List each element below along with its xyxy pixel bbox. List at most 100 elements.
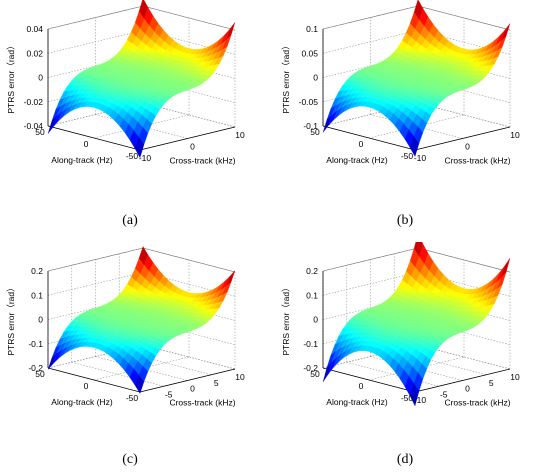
- z-grid-line: [322, 247, 419, 272]
- surface: [47, 246, 236, 394]
- z-tick-label: 0.02: [26, 48, 43, 58]
- z-tick-label: -0.04: [24, 121, 44, 131]
- z-tick-label: 0.1: [31, 290, 43, 300]
- x-axis-line: [139, 126, 236, 151]
- surface: [47, 0, 236, 159]
- x-tick-label: -10: [414, 395, 427, 405]
- z-tick-label: 0.1: [306, 24, 318, 34]
- z-grid-line: [47, 247, 144, 272]
- x-tick-label: -10: [139, 153, 152, 163]
- surface-patch: [322, 114, 333, 133]
- x-tick-label: 0: [465, 142, 470, 152]
- x-tick-label: 10: [235, 372, 245, 382]
- y-tick-label: -50: [126, 151, 139, 161]
- z-tick-label: -0.02: [24, 97, 44, 107]
- z-tick-label: 0.2: [31, 266, 43, 276]
- z-axis-label: PTRS error（rad）: [6, 283, 16, 355]
- chart-panel-b: -0.1 -0.05 0 0.05 0.1 -50 0 50 -10 0 10 PTRS error（…: [281, 0, 520, 166]
- y-tick-label: 50: [35, 369, 45, 379]
- y-tick-label: -50: [401, 393, 414, 403]
- z-tick-label: 0.1: [306, 290, 318, 300]
- caption-a: (a): [122, 213, 138, 228]
- x-tick-label: 10: [235, 130, 245, 140]
- tick-labels: -0.1 -0.05 0 0.05 0.1 -50 0 50 -10 0 10: [299, 24, 520, 163]
- z-tick-label: 0: [38, 73, 43, 83]
- y-axis-line: [322, 125, 416, 151]
- y-tick-label: -50: [401, 151, 414, 161]
- z-grid-line: [47, 5, 144, 30]
- y-axis-line: [47, 367, 141, 393]
- surface-patch: [409, 135, 420, 157]
- surface-patch: [322, 361, 333, 382]
- z-grid-line: [417, 5, 511, 31]
- surface-patch: [134, 136, 145, 159]
- x-tick-label: 0: [190, 384, 195, 394]
- y-axis-label: Along-track (Hz): [326, 397, 388, 407]
- z-grid-line: [142, 5, 236, 31]
- z-tick-label: 0: [38, 315, 43, 325]
- y-axis-label: Along-track (Hz): [51, 155, 113, 165]
- z-grid-line: [417, 247, 511, 273]
- y-tick-label: 50: [310, 127, 320, 137]
- surface-patch: [134, 374, 145, 394]
- z-axis-label: PTRS error（rad）: [281, 283, 291, 355]
- caption-c: (c): [122, 452, 138, 467]
- z-grid-line: [142, 247, 236, 273]
- x-tick-label: 5: [489, 378, 494, 388]
- x-axis-label: Cross-track (kHz): [444, 398, 510, 408]
- x-grid-line: [95, 356, 188, 381]
- z-axis-label: PTRS error（rad）: [281, 41, 291, 113]
- x-tick-label: -5: [440, 389, 448, 399]
- z-tick-label: 0.05: [301, 48, 318, 58]
- y-tick-label: 50: [310, 369, 320, 379]
- surface-patch: [500, 23, 511, 42]
- y-axis-line: [47, 125, 141, 151]
- caption-b: (b): [396, 213, 414, 228]
- y-axis-label: Along-track (Hz): [51, 397, 113, 407]
- x-tick-label: 0: [465, 384, 470, 394]
- z-tick-label: 0.2: [306, 266, 318, 276]
- tick-labels: -0.04 -0.02 0 0.02 0.04 -50 0 50 -10 0 10: [24, 24, 245, 163]
- surface-patch: [409, 382, 420, 407]
- z-tick-label: 0: [313, 315, 318, 325]
- y-axis-label: Along-track (Hz): [326, 155, 388, 165]
- x-axis-label: Cross-track (kHz): [169, 398, 235, 408]
- z-axis-label: PTRS error（rad）: [6, 41, 16, 113]
- x-grid-line: [71, 361, 164, 387]
- z-tick-label: 0: [313, 73, 318, 83]
- y-axis-line: [322, 367, 416, 393]
- z-tick-label: -0.1: [303, 121, 318, 131]
- z-tick-label: -0.1: [28, 339, 43, 349]
- y-tick-label: 0: [84, 381, 89, 391]
- y-tick-label: 0: [359, 139, 364, 149]
- x-axis-label: Cross-track (kHz): [169, 156, 235, 166]
- x-tick-label: 0: [190, 142, 195, 152]
- y-tick-label: 50: [35, 127, 45, 137]
- x-axis-line: [139, 368, 236, 393]
- x-tick-label: 10: [510, 372, 520, 382]
- x-grid-line: [346, 361, 439, 387]
- z-tick-label: -0.1: [303, 339, 318, 349]
- z-tick-label: -0.2: [303, 363, 318, 373]
- surface: [322, 0, 511, 157]
- caption-d: (d): [396, 452, 414, 467]
- y-tick-label: 0: [359, 381, 364, 391]
- z-tick-label: -0.2: [28, 363, 43, 373]
- x-axis-label: Cross-track (kHz): [444, 156, 510, 166]
- z-tick-label: 0.04: [26, 24, 43, 34]
- x-tick-label: -10: [414, 153, 427, 163]
- x-grid-line: [370, 114, 463, 139]
- x-tick-label: -5: [165, 389, 173, 399]
- chart-panel-a: -0.04 -0.02 0 0.02 0.04 -50 0 50 -10 0 10 PTRS erro…: [6, 0, 245, 166]
- z-grid-line: [322, 5, 419, 30]
- y-tick-label: 0: [84, 139, 89, 149]
- surface-patch: [500, 258, 511, 279]
- y-tick-label: -50: [126, 393, 139, 403]
- x-axis-line: [414, 368, 511, 393]
- surface-patch: [47, 115, 58, 134]
- x-tick-label: 10: [510, 130, 520, 140]
